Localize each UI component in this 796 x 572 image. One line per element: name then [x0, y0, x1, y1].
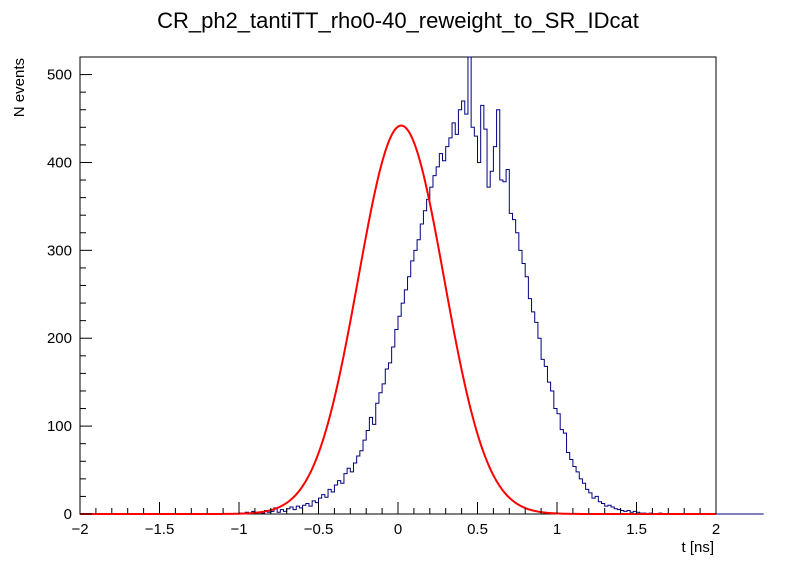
- plot-area: [79, 56, 764, 515]
- x-tick-label: −1.5: [145, 521, 175, 538]
- y-tick-label: 300: [47, 242, 72, 259]
- x-tick-label: 1: [553, 521, 561, 538]
- histogram-series: [80, 56, 764, 515]
- y-tick-label: 400: [47, 154, 72, 171]
- y-axis: 0 100 200 300 400 500: [47, 67, 92, 523]
- x-tick-label: −2: [71, 521, 88, 538]
- chart-title: CR_ph2_tantiTT_rho0-40_reweight_to_SR_ID…: [157, 8, 639, 33]
- x-axis-label: t [ns]: [681, 539, 714, 556]
- y-tick-label: 100: [47, 418, 72, 435]
- x-tick-label: 0.5: [467, 521, 488, 538]
- x-axis: −2 −1.5 −1 −0.5 0 0.5 1 1.5 2: [71, 502, 720, 538]
- x-tick-label: 1.5: [626, 521, 647, 538]
- x-tick-label: 0: [394, 521, 402, 538]
- x-tick-label: 2: [712, 521, 720, 538]
- y-tick-label: 0: [64, 506, 72, 523]
- y-tick-label: 200: [47, 330, 72, 347]
- x-tick-label: −0.5: [304, 521, 334, 538]
- y-tick-label: 500: [47, 67, 72, 84]
- x-tick-label: −1: [230, 521, 247, 538]
- gaussian-fit-line: [80, 124, 716, 515]
- y-axis-label: N events: [11, 58, 28, 117]
